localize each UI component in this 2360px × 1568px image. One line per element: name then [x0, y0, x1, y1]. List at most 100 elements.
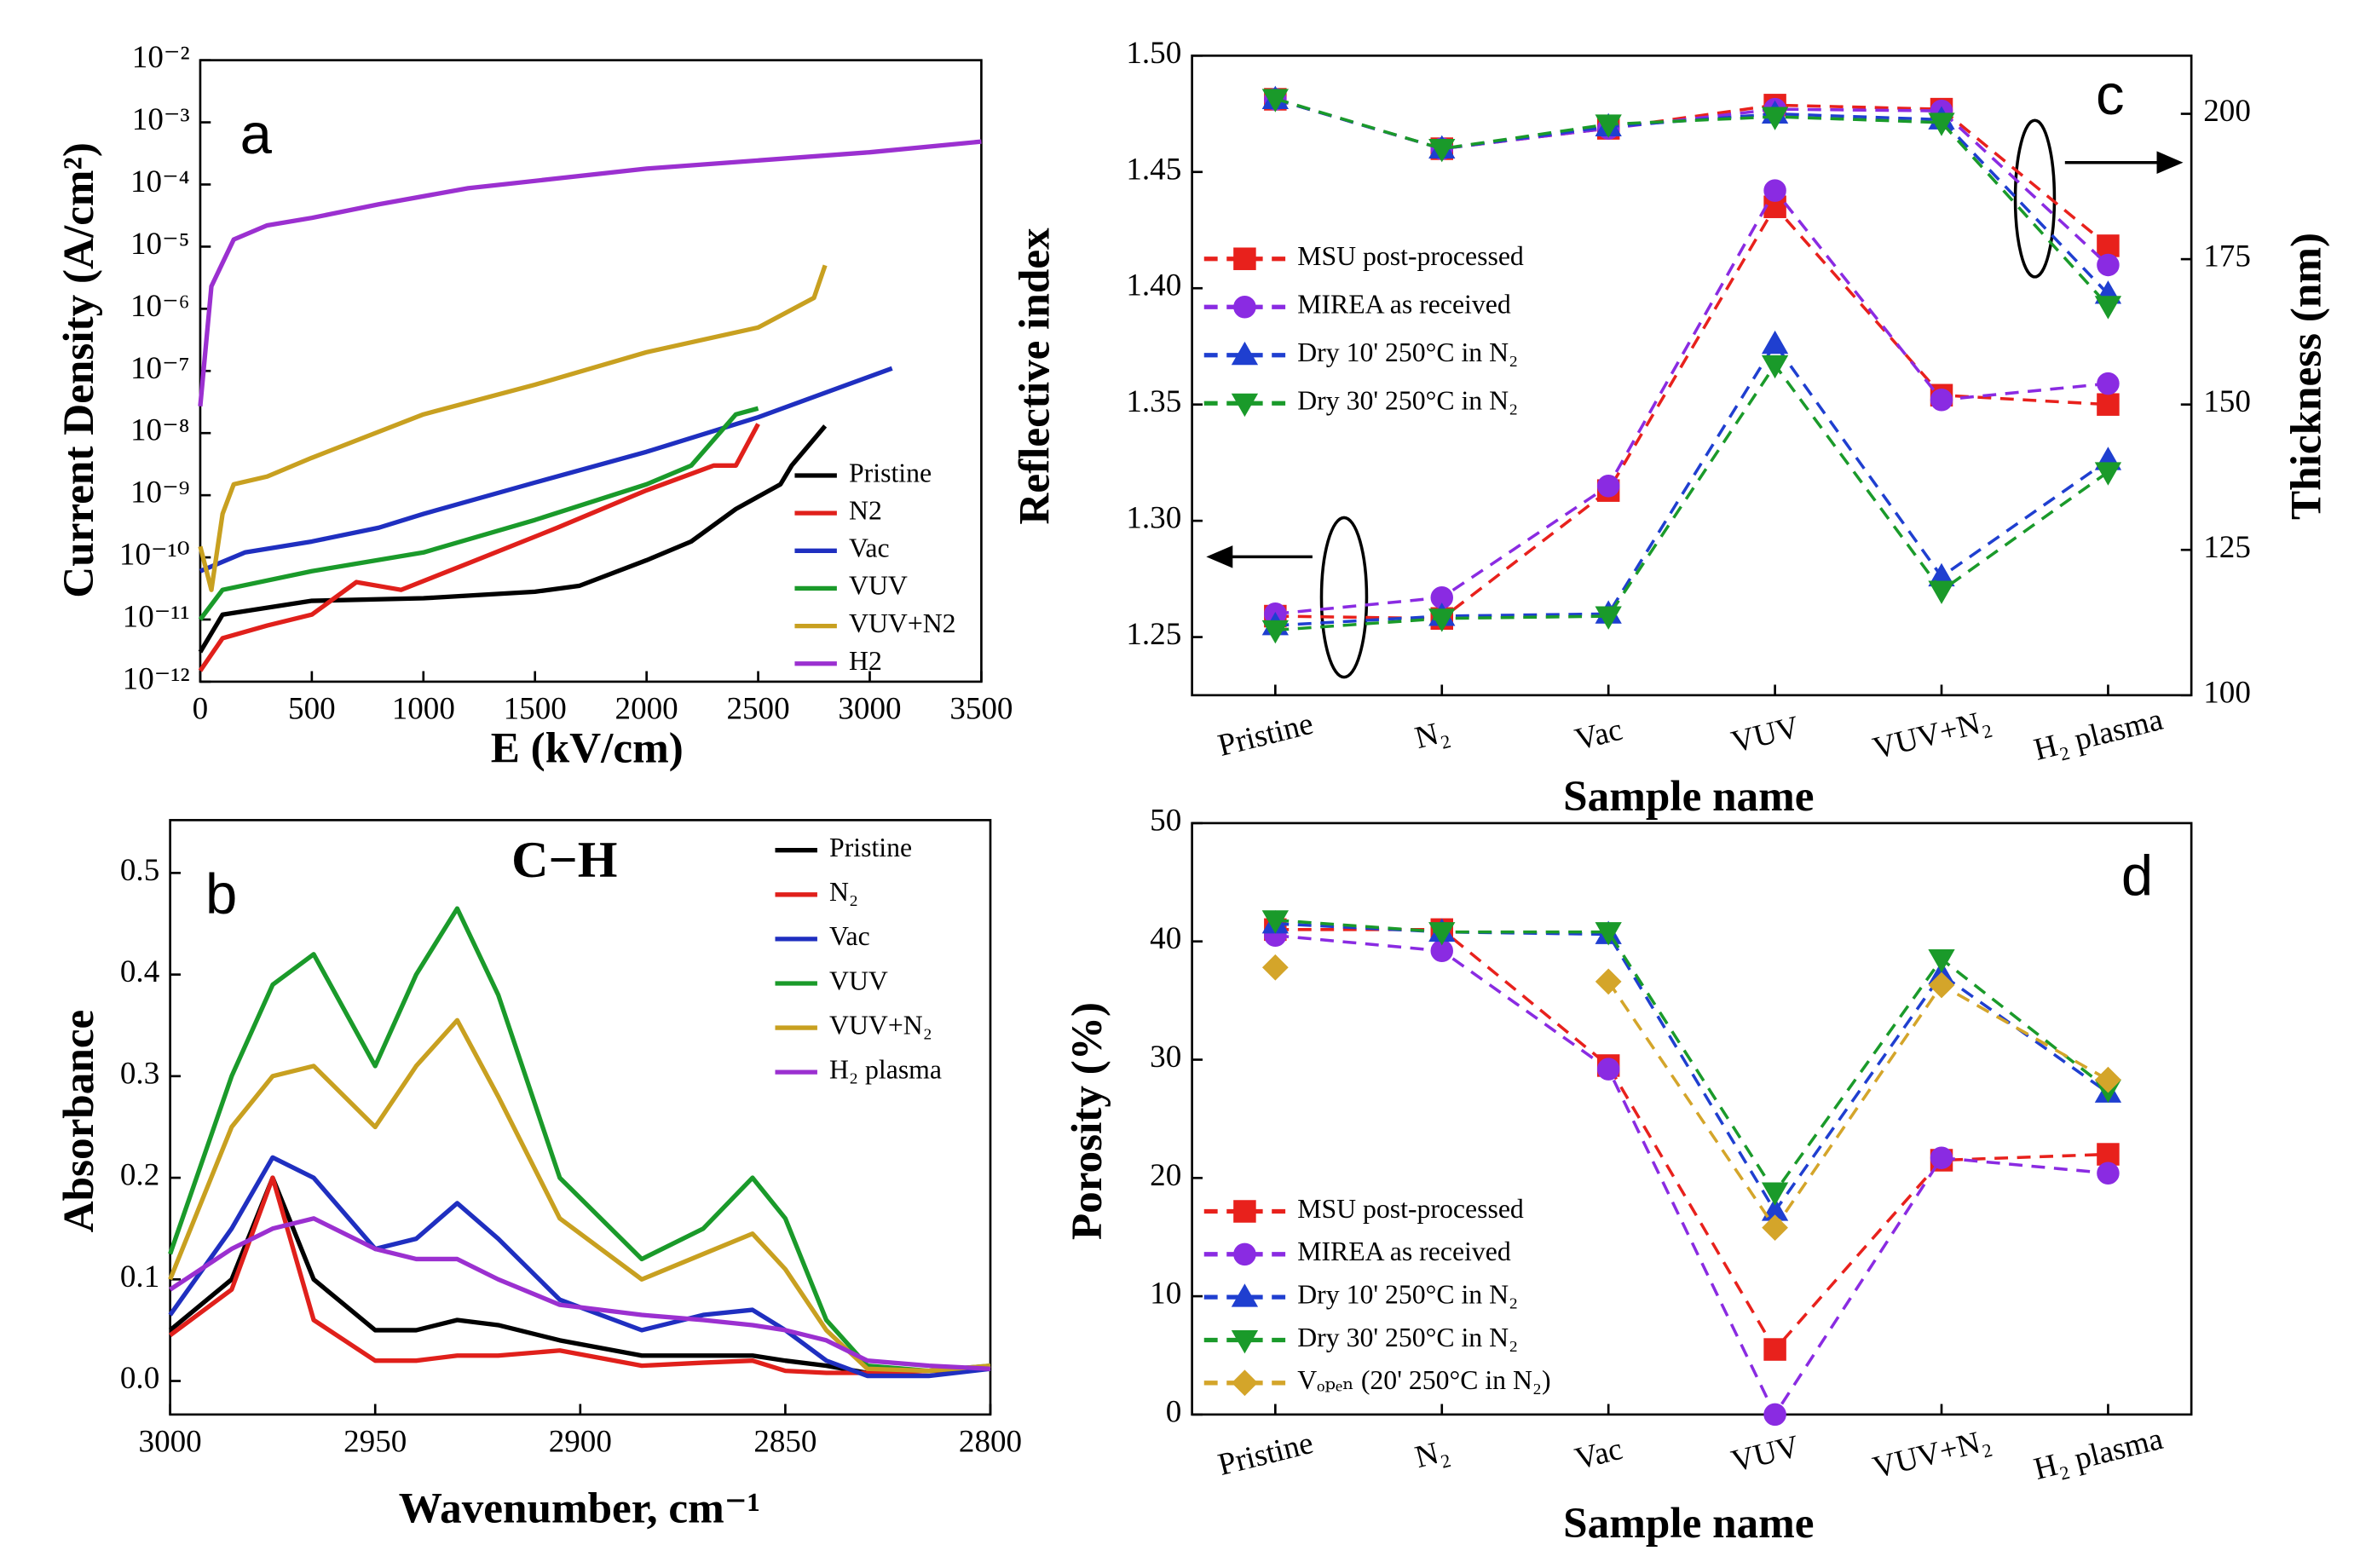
marker: [2097, 1143, 2120, 1166]
y-tick-label: 10⁻⁴: [130, 164, 190, 199]
marker: [2097, 253, 2120, 277]
y-tick-label: 1.30: [1126, 501, 1181, 536]
x-tick-label: H₂ plasma: [2030, 1421, 2166, 1487]
marker: [1595, 922, 1622, 946]
legend-label: VUV+N₂: [829, 1010, 932, 1040]
y-tick-label: 1.50: [1126, 36, 1181, 71]
marker: [1261, 954, 1289, 981]
x-tick-label: 2850: [753, 1425, 816, 1460]
legend-label: VUV+N2: [849, 608, 956, 638]
y-axis-label: Current Density (A/cm²): [55, 142, 103, 598]
x-tick-label: 2900: [549, 1425, 612, 1460]
y-axis-label: Reflective index: [1010, 228, 1059, 525]
legend-label: Vac: [829, 921, 870, 951]
series-line: [1275, 922, 2109, 1213]
y-tick-label: 0.1: [120, 1260, 159, 1294]
y-tick-label: 0.0: [120, 1361, 159, 1396]
x-tick-label: 2000: [615, 692, 678, 727]
series-line: [1274, 97, 2109, 267]
legend-label: MSU post-processed: [1297, 1194, 1524, 1224]
y-tick-label: 0.2: [120, 1158, 159, 1193]
legend-marker: [1233, 247, 1256, 270]
legend-label: Dry 30' 250°C in N₂: [1297, 386, 1518, 416]
panel-label: b: [205, 862, 237, 926]
marker: [1428, 608, 1456, 632]
series-line: [1607, 980, 2109, 1230]
legend-marker: [1233, 1200, 1256, 1223]
y-tick-label: 10⁻²: [132, 40, 190, 75]
x-tick-label: 3000: [838, 692, 901, 727]
y-tick-label: 30: [1150, 1040, 1181, 1075]
legend-label: Pristine: [829, 833, 912, 862]
ellipse: [2013, 118, 2057, 279]
marker: [1261, 89, 1289, 112]
series-line: [168, 1017, 991, 1374]
y2-axis-label: Thickness (nm): [2282, 233, 2330, 520]
x-tick-label: Pristine: [1215, 1426, 1317, 1483]
marker: [2095, 1066, 2121, 1093]
x-tick-label: 3000: [139, 1425, 202, 1460]
series-line: [198, 406, 759, 621]
marker: [1428, 922, 1456, 946]
marker: [1762, 1214, 1788, 1241]
y2-tick-label: 125: [2203, 530, 2251, 565]
plot-frame: [1191, 55, 2193, 697]
annotation-shapes: [1206, 118, 2184, 679]
y-tick-label: 0.4: [120, 954, 159, 989]
marker: [1928, 580, 1955, 604]
legend-label: H₂ plasma: [829, 1054, 942, 1084]
series-line: [1275, 918, 2109, 1194]
marker: [1761, 107, 1789, 130]
arrow-head: [2156, 151, 2184, 174]
x-tick-label: VUV: [1728, 710, 1803, 760]
marker: [1595, 968, 1622, 995]
legend-marker: [1233, 1242, 1256, 1266]
legend-label: MIREA as received: [1297, 290, 1511, 320]
marker: [2094, 296, 2122, 320]
x-axis-label: Wavenumber, cm⁻¹: [399, 1484, 760, 1532]
y-tick-label: 10⁻⁹: [130, 476, 190, 510]
y-tick-label: 1.45: [1126, 152, 1181, 187]
legend-marker: [1231, 1329, 1259, 1354]
y2-tick-label: 175: [2203, 239, 2251, 274]
x-tick-label: VUV+N₂: [1869, 703, 1994, 766]
series-line: [168, 1155, 991, 1379]
x-tick-label: 2500: [726, 692, 789, 727]
marker: [1596, 474, 1620, 498]
series-line: [198, 424, 828, 654]
marker: [1261, 910, 1289, 934]
series-line: [198, 139, 982, 406]
y-tick-label: 10⁻¹²: [123, 661, 190, 696]
chart-title: C−H: [511, 832, 617, 888]
y-tick-label: 50: [1150, 803, 1181, 838]
x-tick-label: 1500: [504, 692, 567, 727]
x-axis-label: Sample name: [1563, 772, 1814, 821]
x-tick-label: 1000: [392, 692, 455, 727]
y-tick-label: 10: [1150, 1277, 1181, 1311]
series-line: [1275, 342, 2109, 627]
y-tick-label: 20: [1150, 1158, 1181, 1193]
marker: [1596, 1058, 1620, 1081]
series-line: [169, 1216, 991, 1371]
marker: [1763, 1338, 1786, 1361]
y-tick-label: 10⁻⁸: [130, 413, 190, 448]
series-line: [1274, 97, 2109, 247]
x-tick-label: N₂: [1411, 1433, 1452, 1475]
series-line: [169, 1175, 991, 1375]
plot-frame: [169, 819, 992, 1416]
x-tick-label: Vac: [1572, 1432, 1626, 1477]
marker: [1763, 1403, 1786, 1427]
x-tick-label: VUV+N₂: [1869, 1422, 1994, 1485]
arrow-head: [1206, 545, 1233, 568]
panel-label: a: [240, 102, 273, 166]
x-tick-label: 2950: [343, 1425, 407, 1460]
legend-label: N₂: [829, 877, 858, 907]
legend-marker: [1233, 295, 1256, 319]
marker: [1761, 355, 1789, 379]
y2-tick-label: 150: [2203, 384, 2251, 419]
y-tick-label: 10⁻¹⁰: [119, 538, 190, 573]
x-tick-label: 500: [288, 692, 336, 727]
y-tick-label: 0.5: [120, 853, 159, 888]
marker: [1930, 388, 1953, 412]
legend-label: Pristine: [849, 458, 932, 487]
